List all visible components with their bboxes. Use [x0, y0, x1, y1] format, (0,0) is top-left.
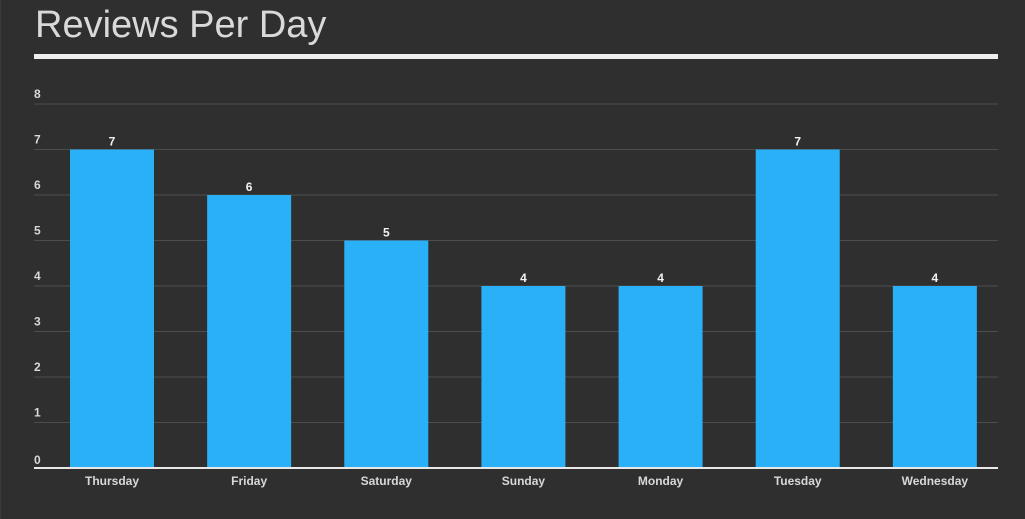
- y-tick-label: 2: [34, 360, 41, 374]
- x-tick-label: Tuesday: [774, 474, 822, 488]
- data-label-wednesday: 4: [932, 271, 939, 285]
- y-tick-label: 1: [34, 406, 41, 420]
- y-tick-label: 5: [34, 224, 41, 238]
- y-tick-label: 6: [34, 178, 41, 192]
- x-tick-label: Sunday: [502, 474, 546, 488]
- data-label-monday: 4: [657, 271, 664, 285]
- bar-sunday: [481, 286, 566, 468]
- x-tick-label: Thursday: [85, 474, 139, 488]
- y-tick-label: 0: [34, 453, 41, 467]
- label-layer: 0 1 2 3 4 5 6 7 8 7 Thursday 6 Friday 5 Saturday 4 Sunda…: [34, 87, 968, 488]
- data-label-friday: 6: [246, 180, 253, 194]
- bar-saturday: [344, 240, 429, 468]
- data-label-sunday: 4: [520, 271, 527, 285]
- x-tick-label: Saturday: [361, 474, 413, 488]
- bar-thursday: [70, 149, 154, 468]
- x-tick-label: Wednesday: [902, 474, 969, 488]
- bar-monday: [618, 286, 703, 468]
- bar-tuesday: [755, 149, 840, 468]
- title-underline: [34, 54, 998, 59]
- bar-friday: [207, 195, 292, 468]
- y-tick-label: 7: [34, 133, 41, 147]
- y-tick-label: 3: [34, 315, 41, 329]
- y-tick-label: 8: [34, 87, 41, 101]
- page-title: Reviews Per Day: [35, 4, 327, 46]
- bar-layer: [70, 149, 977, 468]
- bar-wednesday: [892, 286, 977, 468]
- x-tick-label: Friday: [231, 474, 267, 488]
- data-label-thursday: 7: [109, 135, 116, 149]
- data-label-saturday: 5: [383, 226, 390, 240]
- data-label-tuesday: 7: [794, 135, 801, 149]
- x-tick-label: Monday: [638, 474, 684, 488]
- y-tick-label: 4: [34, 269, 41, 283]
